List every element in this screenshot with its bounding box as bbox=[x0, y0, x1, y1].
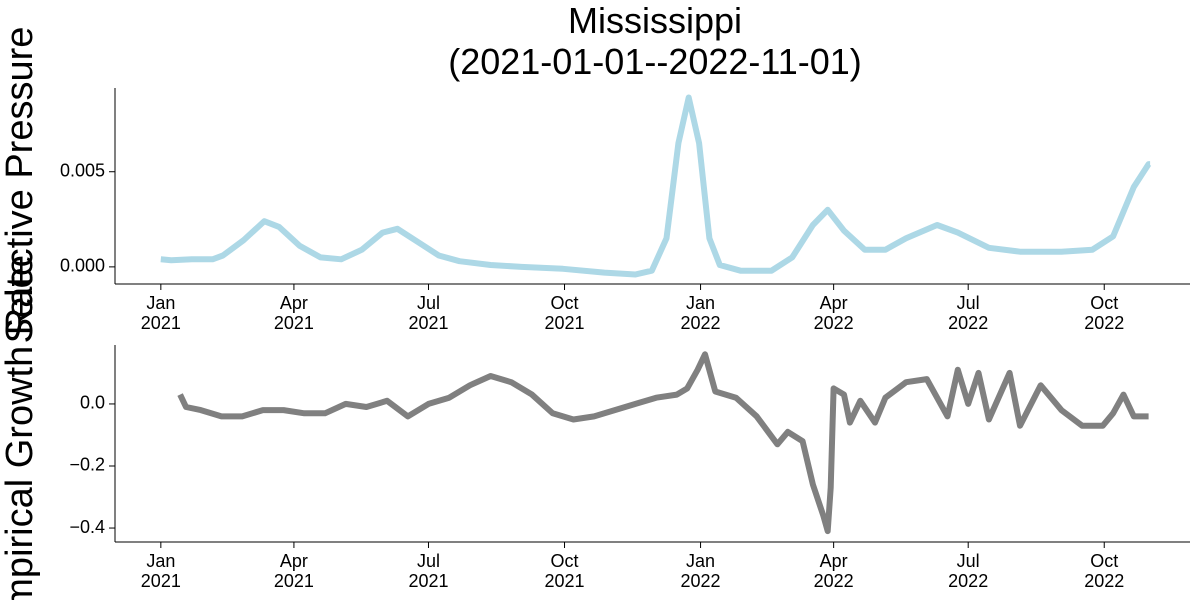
data-line bbox=[160, 94, 1152, 278]
x-tick-label: Jul 2022 bbox=[948, 551, 989, 591]
x-tick-label: Apr 2022 bbox=[813, 551, 854, 591]
x-tick-label: Apr 2022 bbox=[813, 293, 854, 333]
x-tick-label: Jan 2021 bbox=[140, 551, 181, 591]
data-line bbox=[177, 351, 1149, 535]
y-tick-label: 0.005 bbox=[60, 160, 105, 180]
x-tick-label: Jan 2021 bbox=[140, 293, 181, 333]
x-tick-label: Jul 2021 bbox=[408, 551, 449, 591]
x-tick-label: Jan 2022 bbox=[680, 551, 721, 591]
y-axis-label: Empirical Growth Rate bbox=[0, 255, 41, 600]
x-tick-label: Apr 2021 bbox=[273, 293, 314, 333]
y-axis-label: Selective Pressure bbox=[0, 27, 41, 344]
x-tick-label: Jul 2021 bbox=[408, 293, 449, 333]
x-tick-label: Oct 2021 bbox=[544, 293, 585, 333]
y-tick-label: 0.0 bbox=[80, 393, 105, 413]
x-tick-label: Apr 2021 bbox=[273, 551, 314, 591]
y-tick-label: −0.2 bbox=[69, 455, 105, 475]
x-tick-label: Oct 2022 bbox=[1084, 551, 1125, 591]
x-tick-label: Oct 2021 bbox=[544, 551, 585, 591]
x-tick-label: Oct 2022 bbox=[1084, 293, 1125, 333]
chart-title: Mississippi (2021-01-01--2022-11-01) bbox=[448, 0, 862, 83]
y-tick-label: −0.4 bbox=[69, 517, 105, 537]
x-tick-label: Jul 2022 bbox=[948, 293, 989, 333]
x-tick-label: Jan 2022 bbox=[680, 293, 721, 333]
y-tick-label: 0.000 bbox=[60, 256, 105, 276]
